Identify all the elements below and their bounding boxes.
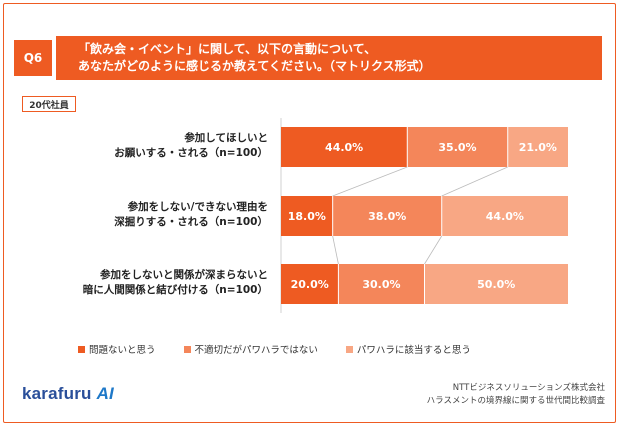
legend-swatch-1 — [183, 345, 191, 353]
bar-r2-s2 — [424, 264, 568, 304]
bar-r2-s0 — [281, 264, 339, 304]
category-label-r2-l1: 暗に人間関係と結び付ける（n=100） — [83, 283, 268, 296]
data-label-r2-s2: 50.0% — [477, 278, 515, 291]
slide-frame — [3, 3, 616, 423]
bar-r1-s1 — [332, 196, 442, 236]
bar-r0-s1 — [407, 127, 508, 167]
legend-item-1: 不適切だがパワハラではない — [183, 342, 318, 356]
category-label-r0-l1: お願いする・される（n=100） — [114, 146, 268, 159]
legend-label-0: 問題ないと思う — [89, 345, 156, 356]
question-line-2: あなたがどのように感じるか教えてください。（マトリクス形式） — [78, 59, 431, 73]
data-label-r1-s0: 18.0% — [288, 210, 326, 223]
legend-label-1: 不適切だがパワハラではない — [194, 345, 318, 356]
question-line-1: 「飲み会・イベント」に関して、以下の言動について、 — [78, 42, 377, 56]
bar-r1-s0 — [281, 196, 333, 236]
connector-r1-1 — [424, 235, 443, 265]
segment-badge: 20代社員 — [22, 96, 76, 112]
data-label-r2-s0: 20.0% — [291, 278, 329, 291]
bar-r1-s2 — [441, 196, 568, 236]
bar-r0-s0 — [281, 127, 408, 167]
connector-r1-0 — [332, 235, 339, 265]
data-label-r0-s1: 35.0% — [438, 141, 476, 154]
source-line-1: NTTビジネスソリューションズ株式会社 — [452, 383, 605, 393]
legend-swatch-0 — [78, 345, 85, 353]
legend-label-2: パワハラに該当すると思う — [356, 345, 471, 356]
bar-r2-s1 — [338, 264, 425, 304]
karafuru-ai-logo: karafuru AI — [22, 384, 114, 404]
data-label-r0-s2: 21.0% — [519, 141, 557, 154]
category-label-r2-l0: 参加をしないと関係が深まらないと — [100, 268, 268, 281]
connector-r0-1 — [441, 166, 508, 197]
data-label-r1-s1: 38.0% — [368, 210, 406, 223]
category-label-r1-l0: 参加をしない/できない理由を — [128, 200, 268, 213]
data-label-r1-s2: 44.0% — [486, 210, 524, 223]
legend-swatch-2 — [345, 345, 353, 353]
legend-item-0: 問題ないと思う — [78, 342, 156, 356]
logo-text: karafuru — [22, 384, 92, 403]
connector-r0-0 — [332, 166, 408, 197]
data-label-r0-s0: 44.0% — [325, 141, 363, 154]
category-label-r0-l0: 参加してほしいと — [184, 131, 268, 144]
legend-item-2: パワハラに該当すると思う — [345, 342, 471, 356]
question-number: Q6 — [14, 40, 52, 76]
logo-ai: AI — [96, 384, 114, 403]
bar-r0-s2 — [507, 127, 568, 167]
source-credit: NTTビジネスソリューションズ株式会社 ハラスメントの境界線に関する世代間比較調… — [427, 382, 605, 408]
category-label-r1-l1: 深掘りする・される（n=100） — [114, 215, 268, 228]
chart-legend: 問題ないと思う 不適切だがパワハラではない パワハラに該当すると思う — [78, 342, 471, 356]
question-title: 「飲み会・イベント」に関して、以下の言動について、 あなたがどのように感じるか教… — [56, 36, 602, 80]
data-label-r2-s1: 30.0% — [362, 278, 400, 291]
source-line-2: ハラスメントの境界線に関する世代間比較調査 — [426, 396, 605, 406]
